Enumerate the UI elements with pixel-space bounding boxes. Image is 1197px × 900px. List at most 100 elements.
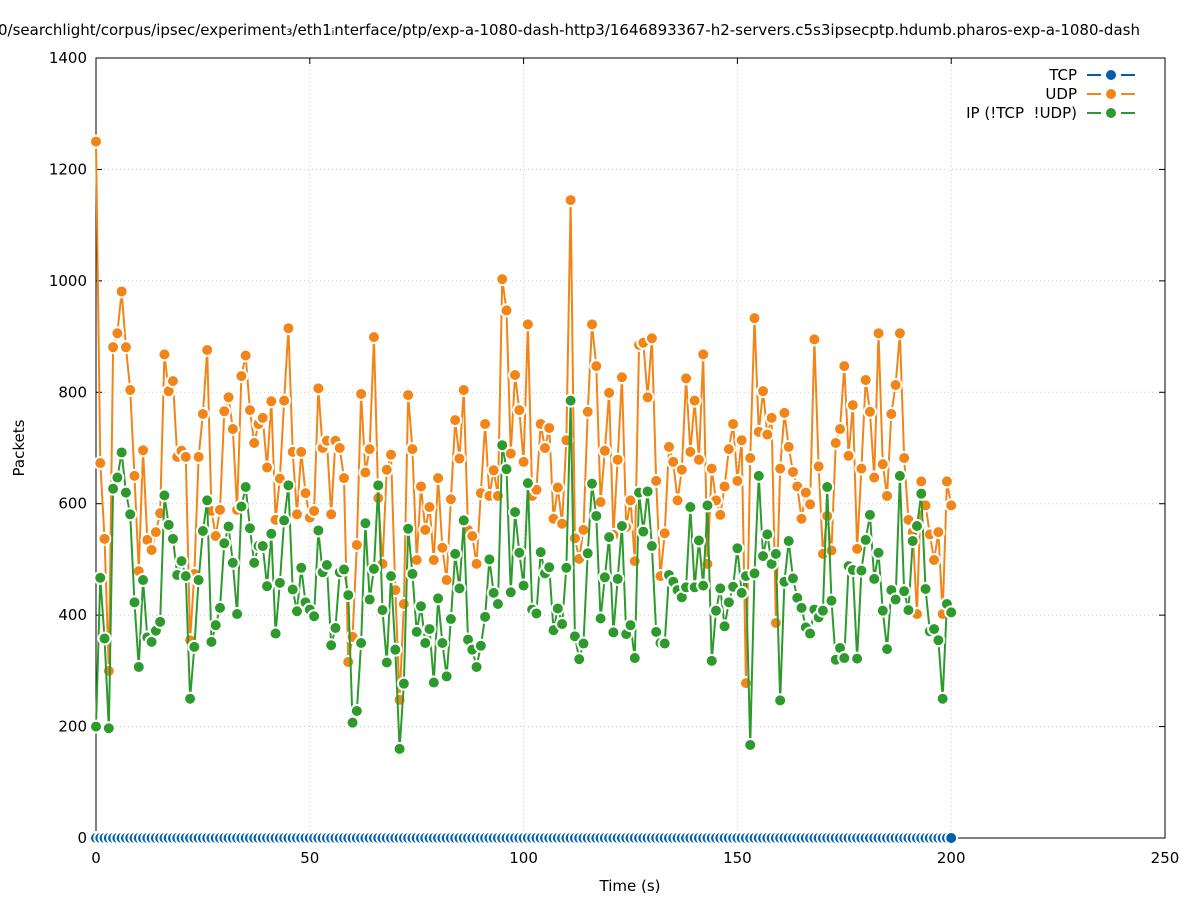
y-tick-label: 0 bbox=[77, 829, 87, 847]
data-point bbox=[520, 476, 535, 491]
data-point bbox=[550, 601, 565, 616]
data-point bbox=[773, 693, 788, 708]
y-tick-label: 1400 bbox=[49, 49, 87, 67]
data-point bbox=[833, 422, 848, 437]
data-point bbox=[743, 737, 758, 752]
data-point bbox=[529, 606, 544, 621]
data-point bbox=[384, 447, 399, 462]
data-point bbox=[349, 537, 364, 552]
data-point bbox=[354, 386, 369, 401]
data-point bbox=[221, 519, 236, 534]
data-point bbox=[178, 449, 193, 464]
data-point bbox=[260, 460, 275, 475]
data-point bbox=[165, 374, 180, 389]
data-point bbox=[499, 462, 514, 477]
data-point bbox=[880, 488, 895, 503]
data-point bbox=[691, 533, 706, 548]
x-tick-label: 50 bbox=[300, 849, 319, 867]
data-point bbox=[555, 516, 570, 531]
data-point bbox=[490, 488, 505, 503]
data-point bbox=[717, 619, 732, 634]
data-point bbox=[897, 451, 912, 466]
data-point bbox=[644, 539, 659, 554]
data-point bbox=[89, 719, 103, 734]
data-point bbox=[593, 611, 608, 626]
data-point bbox=[324, 507, 339, 522]
data-point bbox=[217, 404, 232, 419]
data-point bbox=[469, 556, 484, 571]
data-point bbox=[294, 444, 309, 459]
data-point bbox=[696, 578, 711, 593]
data-point bbox=[183, 691, 198, 706]
data-point bbox=[747, 566, 762, 581]
data-point bbox=[627, 554, 642, 569]
data-point bbox=[610, 452, 625, 467]
data-point bbox=[337, 562, 352, 577]
data-point bbox=[324, 638, 339, 653]
data-point bbox=[213, 600, 228, 615]
data-point bbox=[431, 591, 446, 606]
data-point bbox=[897, 584, 912, 599]
data-point bbox=[610, 571, 625, 586]
data-point bbox=[623, 618, 638, 633]
data-point bbox=[824, 593, 839, 608]
data-point bbox=[277, 513, 292, 528]
data-point bbox=[794, 600, 809, 615]
data-point bbox=[230, 607, 245, 622]
data-point bbox=[726, 417, 741, 432]
data-point bbox=[862, 507, 877, 522]
data-point bbox=[918, 581, 933, 596]
data-point bbox=[580, 546, 595, 561]
data-point bbox=[781, 439, 796, 454]
data-point bbox=[431, 471, 446, 486]
data-point bbox=[781, 534, 796, 549]
data-point bbox=[867, 571, 882, 586]
legend-swatch-point bbox=[1104, 106, 1118, 120]
data-point bbox=[687, 393, 702, 408]
data-point bbox=[537, 441, 552, 455]
data-point bbox=[409, 624, 424, 639]
data-point bbox=[225, 555, 240, 570]
data-point bbox=[850, 651, 865, 666]
x-tick-label: 250 bbox=[1151, 849, 1180, 867]
data-point bbox=[110, 326, 125, 341]
data-point bbox=[136, 443, 151, 458]
data-point bbox=[944, 605, 959, 620]
data-point bbox=[418, 636, 433, 650]
data-point bbox=[803, 626, 818, 641]
data-point bbox=[110, 470, 125, 485]
data-point bbox=[174, 554, 189, 569]
data-point bbox=[157, 488, 172, 503]
data-point bbox=[931, 525, 946, 540]
data-point bbox=[490, 597, 505, 611]
data-point bbox=[401, 521, 416, 536]
data-point bbox=[700, 498, 715, 513]
data-point bbox=[452, 451, 467, 466]
data-point bbox=[439, 573, 454, 588]
y-axis-label: Packets bbox=[10, 419, 28, 476]
data-point bbox=[208, 618, 223, 633]
data-point bbox=[691, 452, 706, 467]
legend-label: UDP bbox=[1045, 85, 1077, 103]
data-point bbox=[478, 609, 493, 624]
data-point bbox=[234, 369, 249, 384]
data-point bbox=[448, 546, 463, 561]
data-point bbox=[281, 321, 296, 336]
data-point bbox=[670, 493, 685, 508]
data-point bbox=[508, 505, 523, 520]
data-point bbox=[255, 410, 270, 425]
data-point bbox=[225, 422, 240, 437]
data-point bbox=[281, 478, 296, 493]
data-point bbox=[213, 502, 228, 517]
data-point bbox=[555, 617, 570, 632]
data-point bbox=[495, 438, 510, 453]
data-point bbox=[815, 603, 830, 618]
data-point bbox=[379, 655, 394, 670]
data-point bbox=[640, 484, 655, 499]
data-point bbox=[820, 480, 835, 494]
data-point bbox=[358, 465, 373, 480]
data-point bbox=[892, 326, 907, 341]
data-point bbox=[187, 639, 202, 654]
data-point bbox=[136, 573, 151, 588]
